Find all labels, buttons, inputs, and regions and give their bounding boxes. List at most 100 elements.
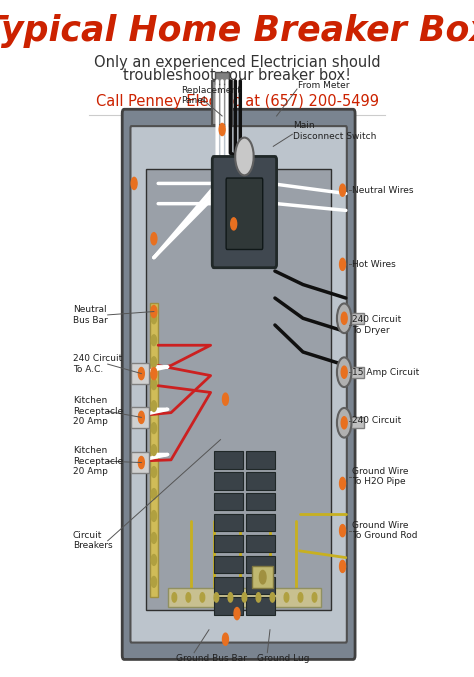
Text: Typical Home Breaker Box: Typical Home Breaker Box bbox=[0, 14, 474, 48]
Bar bbox=[252, 567, 273, 588]
Bar bbox=[351, 418, 364, 428]
Circle shape bbox=[151, 313, 156, 324]
Text: From Meter: From Meter bbox=[298, 81, 349, 90]
Circle shape bbox=[151, 379, 156, 389]
Circle shape bbox=[339, 561, 346, 573]
Text: Neutral
Bus Bar: Neutral Bus Bar bbox=[73, 305, 108, 324]
Text: Kitchen
Receptacle
20 Amp: Kitchen Receptacle 20 Amp bbox=[73, 446, 123, 476]
Text: Neutral Wires: Neutral Wires bbox=[352, 185, 413, 195]
FancyBboxPatch shape bbox=[122, 109, 355, 659]
Bar bbox=[246, 577, 275, 594]
Circle shape bbox=[214, 592, 219, 602]
Bar bbox=[215, 72, 229, 85]
Circle shape bbox=[138, 368, 144, 380]
Circle shape bbox=[151, 577, 156, 587]
Text: 15 Amp Circuit: 15 Amp Circuit bbox=[352, 368, 419, 376]
Bar bbox=[214, 577, 243, 594]
Circle shape bbox=[151, 510, 156, 521]
Circle shape bbox=[186, 592, 191, 602]
Circle shape bbox=[138, 412, 144, 423]
Circle shape bbox=[151, 533, 156, 544]
Text: Ground Wire
To H2O Pipe: Ground Wire To H2O Pipe bbox=[352, 467, 408, 486]
Text: 240 Circuit
To Dryer: 240 Circuit To Dryer bbox=[352, 315, 401, 334]
Circle shape bbox=[219, 123, 225, 135]
Circle shape bbox=[337, 303, 351, 333]
Bar bbox=[246, 514, 275, 531]
Circle shape bbox=[339, 477, 346, 489]
Circle shape bbox=[151, 233, 157, 245]
FancyBboxPatch shape bbox=[130, 126, 347, 642]
Text: 240 Circuit: 240 Circuit bbox=[352, 416, 401, 425]
Circle shape bbox=[151, 422, 156, 433]
Circle shape bbox=[259, 571, 266, 584]
Circle shape bbox=[222, 393, 228, 406]
Circle shape bbox=[312, 592, 317, 602]
Bar bbox=[168, 588, 321, 607]
Circle shape bbox=[200, 592, 205, 602]
Circle shape bbox=[339, 258, 346, 270]
Circle shape bbox=[131, 177, 137, 190]
Text: Circuit
Breakers: Circuit Breakers bbox=[73, 531, 112, 550]
FancyBboxPatch shape bbox=[226, 178, 263, 250]
Text: Replacement
Panel: Replacement Panel bbox=[181, 86, 241, 106]
Bar bbox=[214, 597, 243, 615]
Circle shape bbox=[339, 184, 346, 196]
Wedge shape bbox=[235, 137, 254, 175]
Text: Ground Bus Bar: Ground Bus Bar bbox=[176, 653, 247, 663]
Bar bbox=[214, 493, 243, 510]
Text: 240 Circuit
To A.C.: 240 Circuit To A.C. bbox=[73, 355, 122, 374]
Circle shape bbox=[228, 592, 233, 602]
Circle shape bbox=[151, 445, 156, 456]
Circle shape bbox=[341, 366, 347, 378]
Circle shape bbox=[151, 357, 156, 368]
Bar bbox=[214, 472, 243, 489]
Bar bbox=[246, 451, 275, 468]
Circle shape bbox=[151, 401, 156, 412]
Bar bbox=[246, 597, 275, 615]
Bar bbox=[150, 303, 158, 596]
Circle shape bbox=[298, 592, 303, 602]
Circle shape bbox=[337, 408, 351, 437]
Circle shape bbox=[151, 368, 157, 380]
Circle shape bbox=[151, 335, 156, 346]
Circle shape bbox=[341, 417, 347, 429]
Circle shape bbox=[256, 592, 261, 602]
Bar bbox=[131, 452, 149, 473]
Circle shape bbox=[172, 592, 177, 602]
Bar bbox=[214, 556, 243, 573]
Circle shape bbox=[270, 592, 275, 602]
Circle shape bbox=[151, 305, 157, 318]
Text: Hot Wires: Hot Wires bbox=[352, 260, 395, 269]
Bar bbox=[246, 493, 275, 510]
Circle shape bbox=[337, 357, 351, 387]
Bar bbox=[246, 472, 275, 489]
Bar bbox=[131, 363, 149, 385]
FancyBboxPatch shape bbox=[212, 156, 276, 267]
Text: Only an experienced Electrician should: Only an experienced Electrician should bbox=[94, 55, 380, 70]
Bar bbox=[246, 556, 275, 573]
Bar bbox=[214, 514, 243, 531]
Text: troubleshoot your breaker box!: troubleshoot your breaker box! bbox=[123, 68, 351, 83]
Circle shape bbox=[341, 312, 347, 324]
Circle shape bbox=[284, 592, 289, 602]
Text: Ground Lug: Ground Lug bbox=[257, 653, 310, 663]
Circle shape bbox=[138, 456, 144, 468]
Circle shape bbox=[151, 554, 156, 565]
Circle shape bbox=[234, 607, 240, 619]
Bar bbox=[214, 535, 243, 552]
Bar bbox=[212, 81, 232, 125]
Bar bbox=[146, 169, 331, 610]
Circle shape bbox=[151, 489, 156, 500]
Text: Kitchen
Receptacle
20 Amp: Kitchen Receptacle 20 Amp bbox=[73, 397, 123, 427]
Bar bbox=[351, 367, 364, 378]
Circle shape bbox=[222, 633, 228, 645]
Text: Call Penney Electric at (657) 200-5499: Call Penney Electric at (657) 200-5499 bbox=[95, 93, 379, 109]
Bar bbox=[351, 313, 364, 324]
Bar bbox=[131, 407, 149, 428]
Bar bbox=[246, 535, 275, 552]
Text: Ground Wire
To Ground Rod: Ground Wire To Ground Rod bbox=[352, 521, 417, 540]
Circle shape bbox=[339, 525, 346, 537]
Bar bbox=[214, 451, 243, 468]
Circle shape bbox=[151, 466, 156, 477]
Circle shape bbox=[231, 218, 237, 230]
